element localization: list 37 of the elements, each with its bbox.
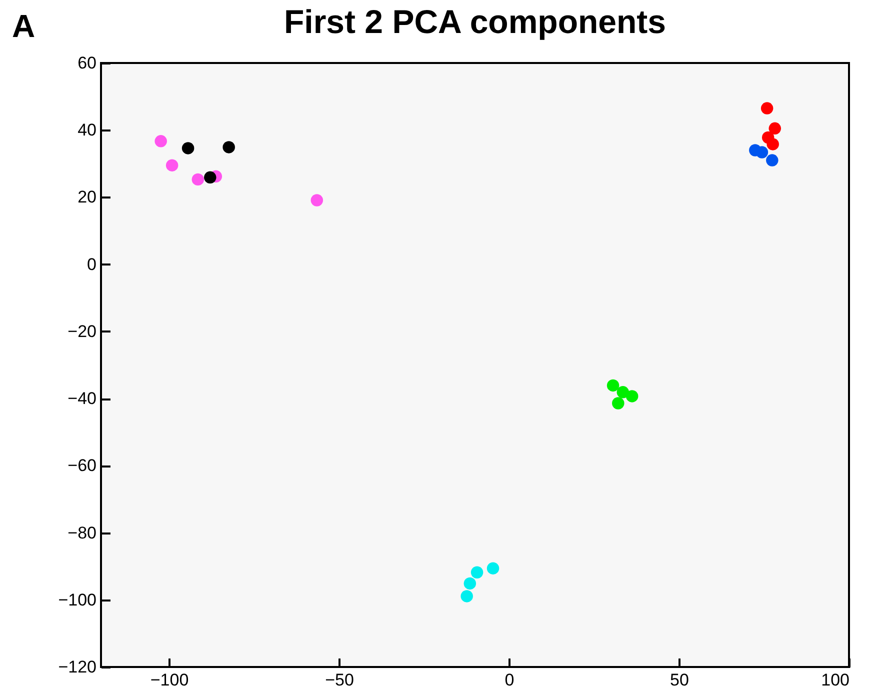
point (766, 154, 778, 166)
y-tick-label: 60 (78, 54, 96, 72)
point (606, 379, 620, 392)
point (766, 138, 779, 150)
point (166, 159, 178, 172)
point (470, 566, 484, 578)
y-tick-label: 40 (78, 120, 96, 140)
y-tick-label: −60 (68, 456, 96, 476)
y-tick-label: 20 (78, 188, 96, 207)
point (310, 194, 324, 206)
point (204, 171, 216, 184)
point (222, 141, 235, 154)
x-tick-label: −50 (325, 670, 354, 690)
point (760, 102, 774, 114)
y-tick-label: −20 (68, 322, 96, 341)
point (192, 173, 204, 186)
point (626, 390, 638, 402)
x-tick-label: −100 (150, 670, 189, 690)
point (154, 135, 167, 148)
point (460, 590, 473, 602)
x-tick-label: 0 (504, 670, 514, 690)
point (768, 122, 782, 135)
y-tick-label: −80 (68, 523, 96, 542)
point (612, 397, 624, 410)
point (756, 146, 768, 158)
point (182, 142, 194, 154)
y-tick-label: −40 (68, 389, 96, 408)
y-tick-label: −120 (58, 658, 96, 676)
chart-title: First 2 PCA components (284, 3, 666, 40)
y-tick-label: 0 (87, 254, 96, 274)
point (616, 386, 630, 398)
point (486, 562, 500, 574)
x-tick-label: 100 (821, 670, 850, 690)
text: A (12, 8, 36, 45)
point (464, 577, 476, 590)
x-tick-label: 50 (670, 670, 689, 690)
y-tick-label: −100 (58, 590, 96, 610)
